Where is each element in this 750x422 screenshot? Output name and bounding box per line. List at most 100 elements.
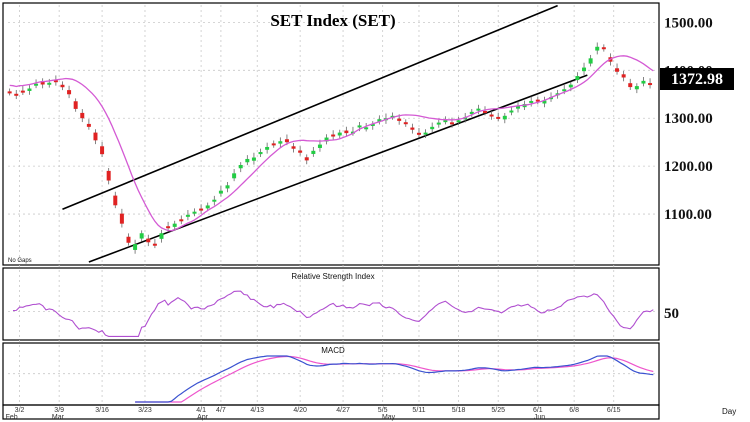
price-panel	[2, 2, 660, 266]
candle-down	[113, 195, 118, 206]
chart-title: SET Index (SET)	[270, 11, 395, 30]
candle-up	[238, 164, 243, 169]
candle-down	[403, 122, 408, 125]
no-gaps-note: No Gaps	[8, 258, 32, 264]
candle-down	[615, 68, 620, 72]
date-tick-label: 4/1	[196, 407, 206, 414]
last-price-label: 1372.98	[671, 71, 723, 88]
candle-up	[265, 146, 270, 150]
month-label: Apr	[197, 414, 209, 421]
candle-down	[166, 226, 171, 229]
candle-down	[73, 101, 78, 109]
last-price-box: 1372.98	[660, 68, 734, 90]
candle-down	[482, 110, 487, 113]
month-label: Mar	[52, 414, 65, 421]
rsi-title: Relative Strength Index	[291, 272, 374, 281]
candle-up	[172, 223, 177, 227]
price-tick-label: 1200.00	[664, 159, 713, 175]
day-axis-label: Day	[722, 407, 736, 416]
channel-lower	[88, 74, 588, 263]
candle-up	[509, 110, 514, 113]
candle-down	[416, 132, 421, 135]
candle-up	[370, 123, 375, 126]
candle-up	[516, 106, 521, 109]
candle-up	[251, 157, 256, 161]
candle-down	[100, 146, 105, 155]
candle-up	[430, 126, 435, 130]
candle-up	[542, 100, 547, 104]
date-tick-label: 4/27	[336, 407, 350, 414]
candle-up	[562, 89, 567, 92]
date-axis-panel	[2, 404, 660, 420]
candle-up	[568, 84, 573, 88]
candle-up	[502, 115, 507, 120]
candle-up	[139, 233, 144, 239]
candle-up	[337, 132, 342, 136]
price-tick-label: 1100.00	[664, 207, 712, 223]
rsi-series	[12, 290, 654, 337]
rsi-level-label: 50	[664, 306, 679, 322]
candle-up	[588, 58, 593, 64]
date-tick-label: 3/9	[54, 407, 64, 414]
date-tick-label: 6/15	[607, 407, 621, 414]
candle-down	[331, 134, 336, 137]
candle-down	[271, 143, 276, 146]
candle-down	[7, 91, 12, 94]
month-label: Feb	[6, 414, 18, 421]
candle-down	[86, 123, 91, 127]
candle-down	[648, 83, 653, 86]
candle-down	[14, 93, 19, 96]
candle-up	[232, 173, 237, 179]
candle-up	[27, 88, 32, 91]
date-tick-label: 3/2	[15, 407, 25, 414]
candle-up	[225, 185, 230, 189]
candle-down	[40, 81, 45, 85]
candle-down	[628, 83, 633, 88]
candle-up	[324, 137, 329, 142]
date-tick-label: 5/5	[378, 407, 388, 414]
candle-down	[410, 127, 415, 130]
rsi-panel	[2, 267, 660, 341]
candle-down	[304, 157, 309, 161]
candle-down	[20, 90, 25, 93]
candle-down	[119, 213, 124, 224]
candle-up	[159, 233, 164, 239]
candle-down	[284, 139, 289, 143]
candle-up	[423, 132, 428, 135]
macd-line	[135, 355, 654, 403]
candle-down	[535, 99, 540, 102]
candle-down	[80, 112, 85, 119]
date-tick-label: 5/11	[412, 407, 425, 414]
candle-down	[106, 170, 111, 181]
date-tick-label: 4/13	[250, 407, 264, 414]
candle-up	[258, 152, 263, 155]
macd-title: MACD	[321, 346, 345, 355]
month-label: May	[382, 414, 396, 421]
month-label: Jun	[534, 414, 545, 421]
candle-up	[47, 82, 52, 85]
candle-down	[67, 90, 72, 95]
date-tick-label: 3/23	[138, 407, 152, 414]
candle-up	[456, 120, 461, 123]
candle-up	[529, 100, 534, 103]
candle-down	[93, 132, 98, 141]
candle-up	[641, 80, 646, 84]
candle-down	[496, 116, 501, 119]
candle-up	[218, 190, 223, 194]
candle-up	[317, 144, 322, 148]
date-tick-label: 6/1	[533, 407, 543, 414]
candle-up	[185, 214, 190, 217]
axis-ticks: 1500.001400.001300.001200.001100.003/23/…	[6, 15, 713, 421]
candle-down	[60, 84, 65, 88]
price-tick-label: 1300.00	[664, 111, 713, 127]
candle-up	[476, 108, 481, 111]
date-tick-label: 5/25	[491, 407, 505, 414]
macd-series	[135, 355, 654, 403]
date-tick-label: 5/18	[452, 407, 466, 414]
channel-upper	[62, 4, 558, 211]
candle-down	[489, 114, 494, 117]
candle-up	[278, 141, 283, 144]
candle-down	[126, 236, 131, 243]
candle-up	[436, 122, 441, 125]
